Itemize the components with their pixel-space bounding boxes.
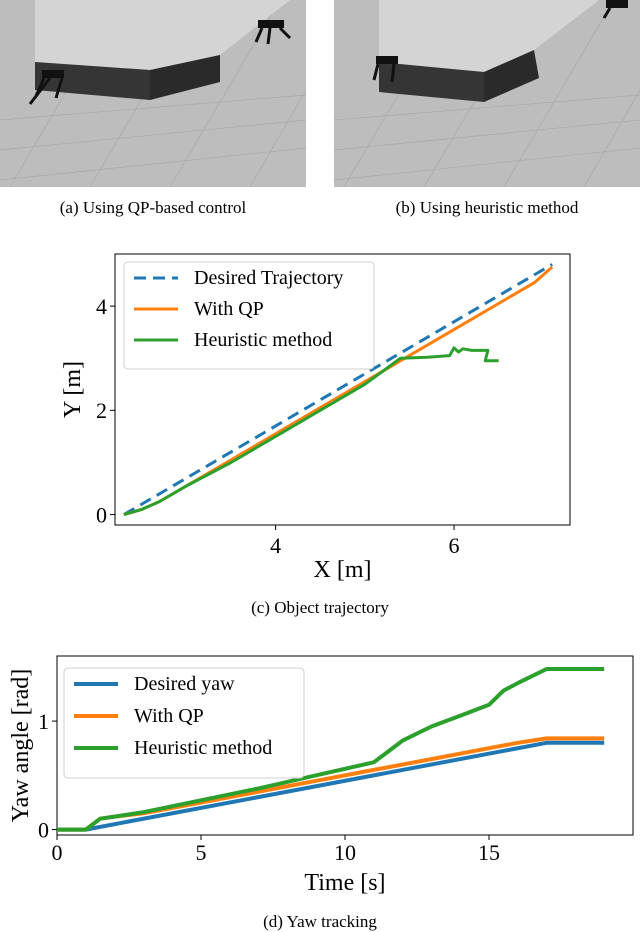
box-top [35, 0, 290, 70]
x-tick-label: 10 [334, 840, 356, 865]
y-tick-label: 1 [38, 709, 49, 734]
legend-label-desired-yaw: Desired yaw [134, 673, 235, 695]
y-tick-label: 4 [96, 294, 107, 319]
yaw-tracking-chart: 0 5 10 15 0 1 Time [s] Yaw angle [rad] Desired y… [8, 655, 634, 896]
heuristic-scene-image [334, 0, 640, 187]
robot-right [602, 0, 628, 19]
caption-a: (a) Using QP-based control [59, 198, 247, 217]
box-front [150, 55, 220, 100]
caption-d: (d) Yaw tracking [263, 912, 377, 931]
robot-left [372, 56, 398, 83]
legend-label-heuristic-method: Heuristic method [194, 329, 332, 351]
x-tick-label: 6 [449, 533, 460, 558]
robot-right [254, 20, 292, 45]
legend-label-with-qp: With QP [194, 298, 264, 320]
y-tick-label: 0 [96, 502, 107, 527]
qp-control-screenshot [0, 0, 306, 187]
x-tick-label: 0 [52, 840, 63, 865]
box-front [484, 50, 539, 102]
x-tick-label: 15 [478, 840, 500, 865]
box-side [379, 62, 484, 102]
series-line-desired-trajectory [123, 263, 553, 516]
legend-label-desired-trajectory: Desired Trajectory [194, 267, 343, 289]
y-axis-label: Yaw angle [rad] [8, 669, 34, 823]
y-tick-label: 0 [38, 817, 49, 842]
qp-scene-image [0, 0, 306, 187]
caption-c: (c) Object trajectory [251, 598, 389, 617]
box-top [379, 0, 599, 72]
y-axis-label: Y [m] [60, 361, 86, 418]
series-line-heuristic-method [123, 346, 499, 517]
legend-label-with-qp: With QP [134, 705, 204, 727]
y-tick-label: 2 [96, 398, 107, 423]
legend-box [123, 261, 375, 370]
object-trajectory-chart: 4 6 0 2 4 X [m] Y [m] Desired Trajectory With QP… [60, 253, 571, 583]
robot-left [28, 70, 64, 105]
x-tick-label: 5 [196, 840, 207, 865]
legend-box [63, 667, 305, 779]
plot-frame [114, 253, 571, 526]
heuristic-method-screenshot [334, 0, 640, 187]
x-axis-label: Time [s] [304, 870, 385, 896]
x-tick-label: 4 [270, 533, 281, 558]
series-line-heuristic-method [57, 667, 605, 832]
x-axis-label: X [m] [314, 557, 372, 583]
caption-b: (b) Using heuristic method [395, 198, 579, 217]
legend-label-heuristic-method: Heuristic method [134, 737, 272, 759]
